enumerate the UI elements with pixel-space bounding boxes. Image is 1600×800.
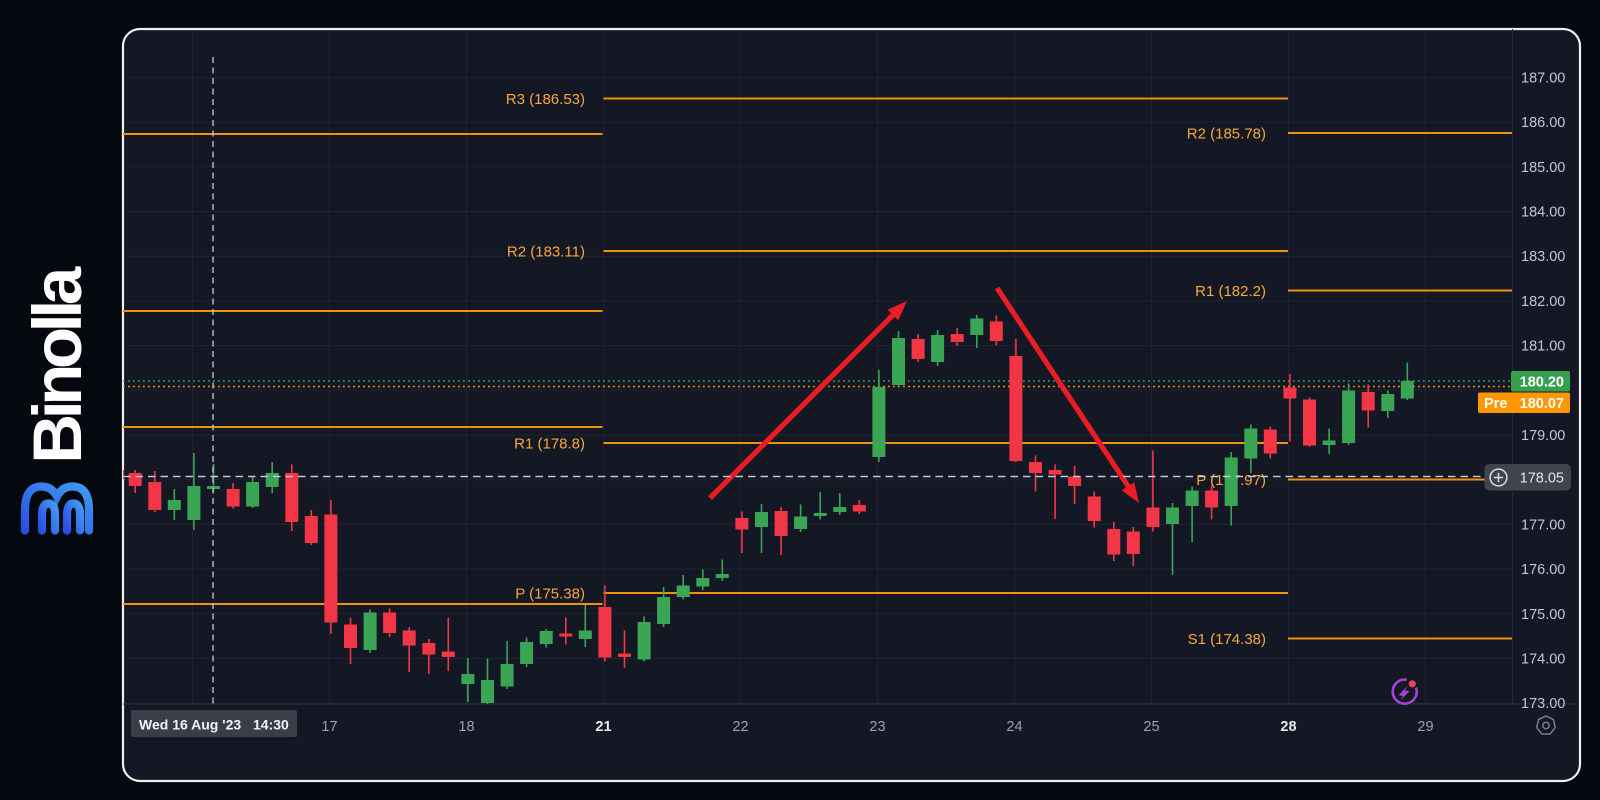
svg-text:21: 21 — [595, 719, 611, 735]
svg-text:22: 22 — [732, 719, 748, 735]
svg-text:18: 18 — [458, 719, 474, 735]
svg-text:28: 28 — [1280, 719, 1296, 735]
svg-text:29: 29 — [1417, 719, 1433, 735]
svg-text:176.00: 176.00 — [1521, 562, 1565, 578]
svg-text:183.00: 183.00 — [1521, 249, 1565, 265]
svg-text:Pre: Pre — [1484, 396, 1507, 412]
svg-text:R3 (186.53): R3 (186.53) — [506, 91, 585, 108]
svg-text:177.00: 177.00 — [1521, 517, 1565, 533]
svg-text:178.05: 178.05 — [1520, 471, 1564, 487]
svg-text:Binolla: Binolla — [19, 266, 96, 464]
svg-text:R1 (178.8): R1 (178.8) — [514, 436, 585, 453]
svg-text:186.00: 186.00 — [1521, 115, 1565, 131]
svg-text:17: 17 — [321, 719, 337, 735]
svg-text:180.07: 180.07 — [1520, 396, 1564, 412]
svg-text:174.00: 174.00 — [1521, 652, 1565, 668]
svg-text:179.00: 179.00 — [1521, 428, 1565, 444]
svg-text:185.00: 185.00 — [1521, 160, 1565, 176]
svg-text:23: 23 — [869, 719, 885, 735]
svg-text:S1 (174.38): S1 (174.38) — [1188, 631, 1266, 648]
svg-text:14:30: 14:30 — [253, 717, 289, 733]
svg-text:173.00: 173.00 — [1521, 696, 1565, 712]
svg-text:181.00: 181.00 — [1521, 339, 1565, 355]
svg-text:Wed 16 Aug '23: Wed 16 Aug '23 — [139, 717, 241, 733]
svg-text:180.20: 180.20 — [1520, 375, 1564, 391]
svg-text:175.00: 175.00 — [1521, 607, 1565, 623]
svg-text:187.00: 187.00 — [1521, 70, 1565, 86]
svg-text:184.00: 184.00 — [1521, 205, 1565, 221]
svg-text:P (175.38): P (175.38) — [515, 586, 585, 603]
svg-text:25: 25 — [1143, 719, 1159, 735]
svg-text:R2 (185.78): R2 (185.78) — [1187, 126, 1266, 143]
svg-text:24: 24 — [1006, 719, 1022, 735]
svg-text:R2 (183.11): R2 (183.11) — [507, 244, 585, 261]
svg-text:182.00: 182.00 — [1521, 294, 1565, 310]
svg-text:R1 (182.2): R1 (182.2) — [1195, 283, 1266, 300]
